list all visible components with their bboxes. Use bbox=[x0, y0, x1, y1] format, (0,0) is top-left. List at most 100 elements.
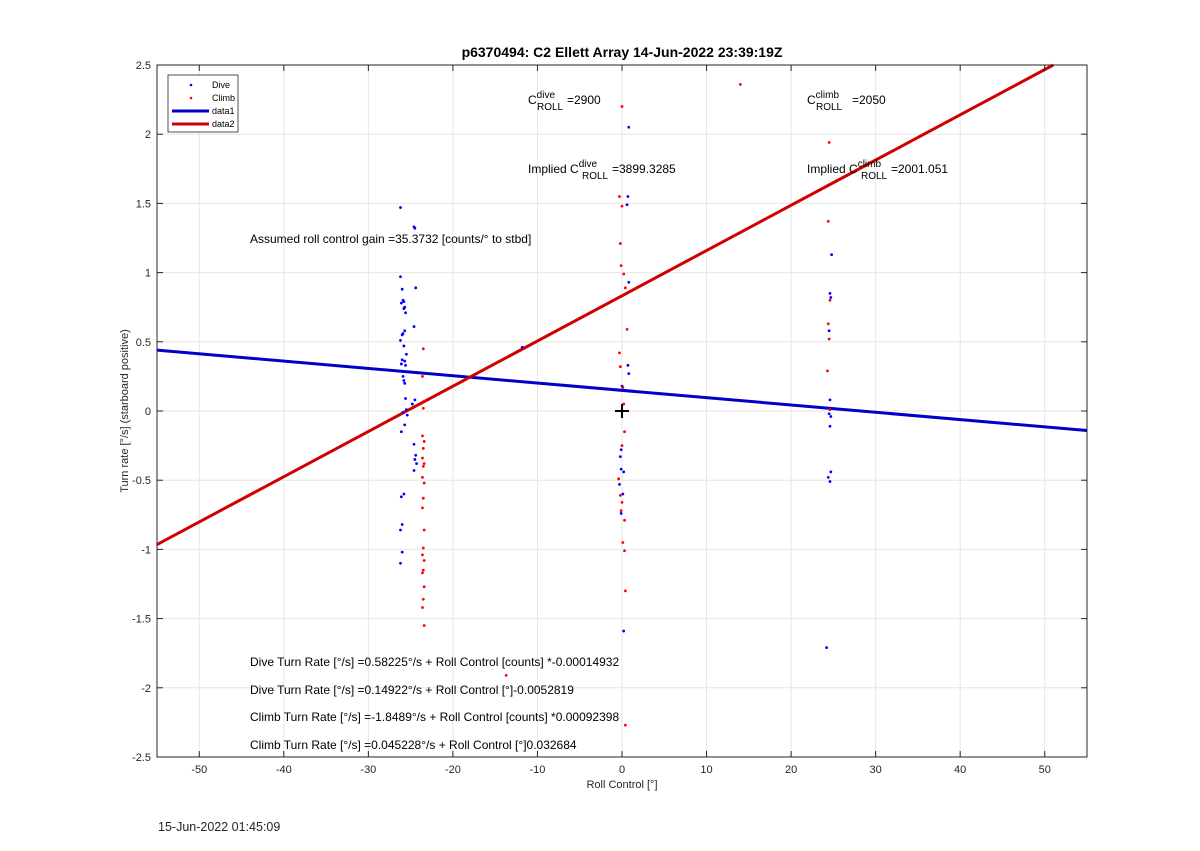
annotation-eq4: Climb Turn Rate [°/s] =0.045228°/s + Rol… bbox=[250, 738, 577, 752]
point-dive bbox=[401, 410, 405, 414]
point-climb bbox=[617, 477, 621, 481]
point-dive bbox=[621, 492, 625, 496]
point-dive bbox=[413, 458, 417, 461]
point-climb bbox=[422, 528, 426, 532]
point-climb bbox=[620, 500, 624, 504]
point-climb bbox=[421, 375, 424, 378]
y-axis-label: Turn rate [°/s] (starboard positive) bbox=[119, 329, 131, 493]
y-tick-label: -0.5 bbox=[132, 475, 151, 487]
point-dive bbox=[401, 375, 405, 378]
point-climb bbox=[826, 369, 829, 373]
point-dive bbox=[827, 412, 831, 416]
point-climb bbox=[618, 494, 622, 497]
point-dive bbox=[405, 352, 408, 356]
point-dive bbox=[399, 339, 402, 342]
point-climb bbox=[421, 568, 425, 572]
point-dive bbox=[400, 550, 404, 554]
point-climb bbox=[421, 406, 425, 410]
y-tick-label: 1 bbox=[145, 268, 151, 280]
fit-line-data2 bbox=[156, 63, 1055, 546]
point-climb bbox=[422, 585, 426, 589]
point-dive bbox=[619, 448, 623, 452]
x-tick-label: -40 bbox=[276, 764, 292, 776]
point-dive bbox=[404, 363, 407, 367]
x-axis-label: Roll Control [°] bbox=[586, 779, 657, 791]
point-dive bbox=[402, 379, 406, 382]
point-dive bbox=[412, 442, 416, 446]
point-dive bbox=[412, 325, 416, 328]
footer-timestamp: 15-Jun-2022 01:45:09 bbox=[158, 820, 281, 834]
point-dive bbox=[622, 470, 626, 474]
point-climb bbox=[422, 481, 426, 485]
legend-label-data1: data1 bbox=[212, 106, 235, 116]
point-dive bbox=[826, 476, 830, 479]
point-dive bbox=[828, 291, 832, 295]
point-climb bbox=[620, 105, 624, 108]
point-climb bbox=[421, 553, 424, 557]
point-climb bbox=[421, 476, 424, 479]
point-dive bbox=[627, 125, 631, 129]
point-climb bbox=[619, 509, 623, 513]
point-dive bbox=[412, 469, 416, 472]
point-dive bbox=[626, 363, 630, 367]
point-climb bbox=[421, 506, 424, 510]
point-dive bbox=[404, 311, 407, 315]
y-tick-label: 2.5 bbox=[136, 60, 151, 72]
point-dive bbox=[403, 329, 407, 333]
point-dive bbox=[399, 362, 403, 366]
annotation-implied-dive: Implied Cdive ROLL=3899.3285 bbox=[528, 159, 676, 182]
y-tick-label: -1 bbox=[141, 544, 151, 556]
x-ticks: -50 -40 -30 -20 -10 0 10 20 30 40 50 bbox=[191, 65, 1051, 776]
y-tick-label: -2 bbox=[141, 683, 151, 695]
point-dive bbox=[405, 408, 408, 412]
annotation-cclimb: Cclimb ROLL=2050 bbox=[807, 90, 886, 113]
point-climb bbox=[618, 195, 621, 198]
point-dive bbox=[520, 345, 524, 349]
point-climb bbox=[421, 464, 425, 468]
point-dive bbox=[402, 307, 406, 310]
annotation-eq1: Dive Turn Rate [°/s] =0.58225°/s + Roll … bbox=[250, 655, 619, 669]
point-climb bbox=[625, 327, 629, 331]
point-climb bbox=[618, 351, 621, 355]
annotation-implied-climb: Implied Cclimb ROLL=2001.051 bbox=[807, 159, 948, 182]
y-tick-label: 2 bbox=[145, 129, 151, 141]
point-climb bbox=[620, 444, 624, 447]
y-tick-label: 1.5 bbox=[136, 198, 151, 210]
y-tick-label: 0 bbox=[145, 406, 151, 418]
legend: Dive Climb data1 data2 bbox=[167, 74, 239, 133]
point-climb bbox=[826, 219, 830, 223]
point-dive bbox=[618, 482, 621, 486]
point-climb bbox=[620, 204, 624, 208]
point-climb bbox=[421, 546, 425, 550]
point-dive bbox=[828, 424, 832, 428]
legend-label-dive: Dive bbox=[212, 80, 230, 90]
annotations: Cdive ROLL=2900 Cclimb ROLL=2050 Implied C… bbox=[250, 90, 948, 752]
point-climb bbox=[421, 446, 425, 450]
point-climb bbox=[621, 541, 625, 544]
point-climb bbox=[422, 462, 426, 465]
point-dive bbox=[399, 275, 402, 279]
x-tick-label: -20 bbox=[445, 764, 461, 776]
point-dive bbox=[619, 467, 623, 471]
point-dive bbox=[622, 629, 626, 633]
legend-label-climb: Climb bbox=[212, 93, 235, 103]
point-dive bbox=[625, 203, 629, 207]
point-climb bbox=[623, 286, 627, 290]
point-dive bbox=[627, 280, 631, 284]
point-dive bbox=[402, 492, 406, 496]
point-dive bbox=[413, 226, 417, 230]
point-climb bbox=[623, 430, 626, 434]
point-dive bbox=[400, 333, 404, 337]
point-dive bbox=[399, 206, 402, 209]
fit-lines bbox=[156, 63, 1088, 546]
point-climb bbox=[826, 322, 830, 326]
point-climb bbox=[422, 559, 426, 562]
point-climb bbox=[623, 518, 626, 522]
point-dive bbox=[827, 329, 831, 333]
point-climb bbox=[623, 549, 626, 553]
point-dive bbox=[399, 301, 403, 305]
point-climb bbox=[504, 673, 508, 677]
point-dive bbox=[828, 398, 832, 402]
point-dive bbox=[400, 523, 404, 526]
legend-marker-dive bbox=[189, 83, 193, 87]
